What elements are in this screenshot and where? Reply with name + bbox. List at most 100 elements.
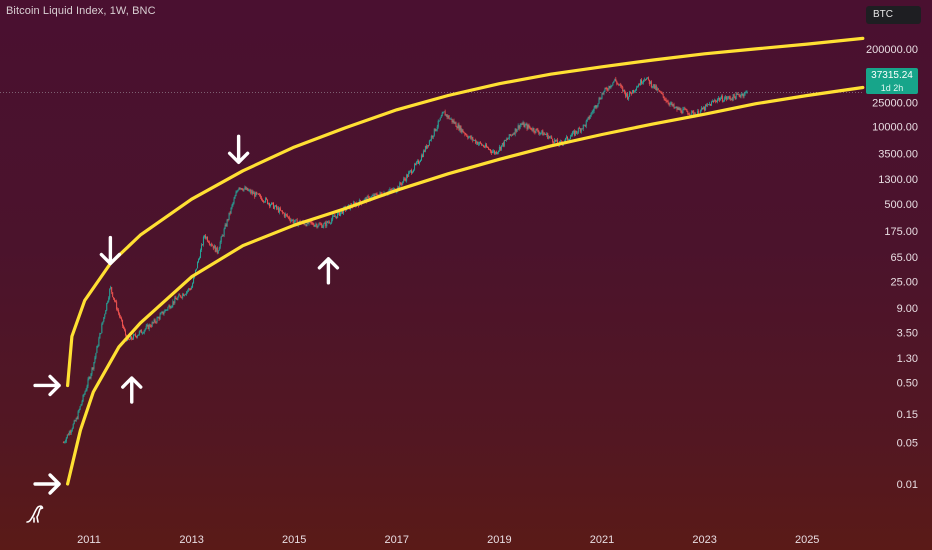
candle-body — [580, 128, 582, 132]
candle-body — [209, 244, 211, 245]
candle-body — [142, 332, 144, 334]
dinosaur-logo-icon[interactable] — [25, 503, 47, 530]
price-axis[interactable]: 200000.0070000.0025000.0010000.003500.00… — [866, 44, 918, 491]
candle-body — [742, 93, 744, 97]
candle-body — [482, 145, 484, 147]
candle-body — [571, 132, 573, 136]
candle-body — [437, 120, 439, 127]
lower-band-line — [66, 85, 865, 486]
candle-body — [536, 128, 538, 130]
candle-body — [359, 200, 361, 203]
candle-body — [171, 305, 173, 308]
candle-body — [684, 108, 686, 110]
candle-body — [698, 110, 700, 116]
candle-body — [627, 93, 629, 100]
candle-body — [572, 131, 574, 133]
candle-body — [734, 96, 736, 100]
candle-body — [373, 194, 375, 197]
candle-body — [189, 288, 191, 290]
candle-body — [244, 187, 246, 189]
candle-body — [617, 83, 619, 85]
candle-body — [415, 164, 417, 165]
y-tick-label: 1.30 — [897, 353, 918, 365]
candle-body — [666, 101, 668, 103]
candle-body — [146, 324, 148, 326]
candle-body — [715, 101, 717, 103]
candle-body — [516, 129, 518, 132]
candle-body — [622, 87, 624, 92]
candle-body — [557, 139, 559, 144]
candle-body — [740, 95, 742, 97]
candle-body — [63, 442, 65, 443]
time-axis[interactable]: 2011 2013 2015 2017 2019 2021 2023 2025 — [77, 534, 819, 546]
candle-body — [409, 171, 411, 173]
candle-body — [453, 120, 455, 124]
candle-body — [92, 367, 94, 369]
candle-body — [493, 150, 495, 154]
candle-body — [472, 137, 474, 141]
candle-body — [582, 124, 584, 130]
candle-body — [460, 125, 462, 133]
candle-body — [547, 133, 549, 139]
candle-body — [476, 141, 478, 144]
candle-body — [402, 181, 404, 185]
arrow-up-icon — [317, 257, 340, 285]
candle-body — [308, 220, 310, 224]
candle-body — [445, 114, 447, 116]
candle-body — [729, 97, 731, 100]
candle-body — [728, 96, 730, 98]
candle-body — [513, 133, 515, 135]
candle-body — [591, 111, 593, 113]
candle-body — [716, 99, 718, 102]
candle-body — [139, 329, 141, 332]
candle-body — [72, 423, 74, 429]
candle-body — [452, 120, 454, 123]
candle-body — [180, 295, 182, 298]
candle-body — [137, 334, 139, 336]
candle-body — [449, 118, 451, 120]
candle-body — [634, 90, 636, 92]
candle-body — [606, 88, 608, 90]
candle-body — [176, 299, 178, 300]
x-tick-label: 2021 — [590, 534, 614, 546]
candle-body — [491, 151, 493, 153]
candle-body — [483, 145, 485, 147]
candle-body — [474, 140, 476, 141]
candle-body — [519, 124, 521, 129]
channel-bands — [66, 36, 865, 486]
y-tick-label: 0.05 — [897, 437, 918, 449]
candle-body — [475, 140, 477, 144]
candle-body — [605, 88, 607, 89]
candle-body — [241, 188, 243, 190]
candle-body — [249, 190, 251, 191]
candle-body — [172, 301, 174, 306]
candle-body — [164, 309, 166, 313]
candle-body — [122, 319, 124, 326]
candle-body — [277, 207, 279, 213]
candle-body — [464, 132, 466, 135]
candle-body — [442, 112, 444, 114]
candle-body — [339, 211, 341, 216]
candle-body — [190, 288, 192, 290]
candle-body — [479, 142, 481, 144]
candle-body — [609, 86, 611, 88]
candle-body — [628, 96, 630, 100]
candle-body — [62, 442, 64, 444]
candle-body — [656, 88, 658, 91]
candle-body — [414, 164, 416, 170]
candle-body — [641, 82, 643, 84]
candle-body — [531, 129, 533, 131]
candle-body — [76, 418, 78, 420]
candle-body — [651, 86, 653, 88]
candle-body — [205, 237, 207, 239]
symbol-button[interactable]: BTC — [866, 6, 921, 24]
candle-body — [583, 124, 585, 126]
candle-body — [529, 127, 531, 129]
candle-body — [661, 93, 663, 94]
candle-body — [668, 103, 670, 105]
candle-body — [263, 200, 265, 202]
candle-body — [490, 149, 492, 152]
candle-body — [682, 108, 684, 114]
candle-body — [275, 205, 277, 209]
